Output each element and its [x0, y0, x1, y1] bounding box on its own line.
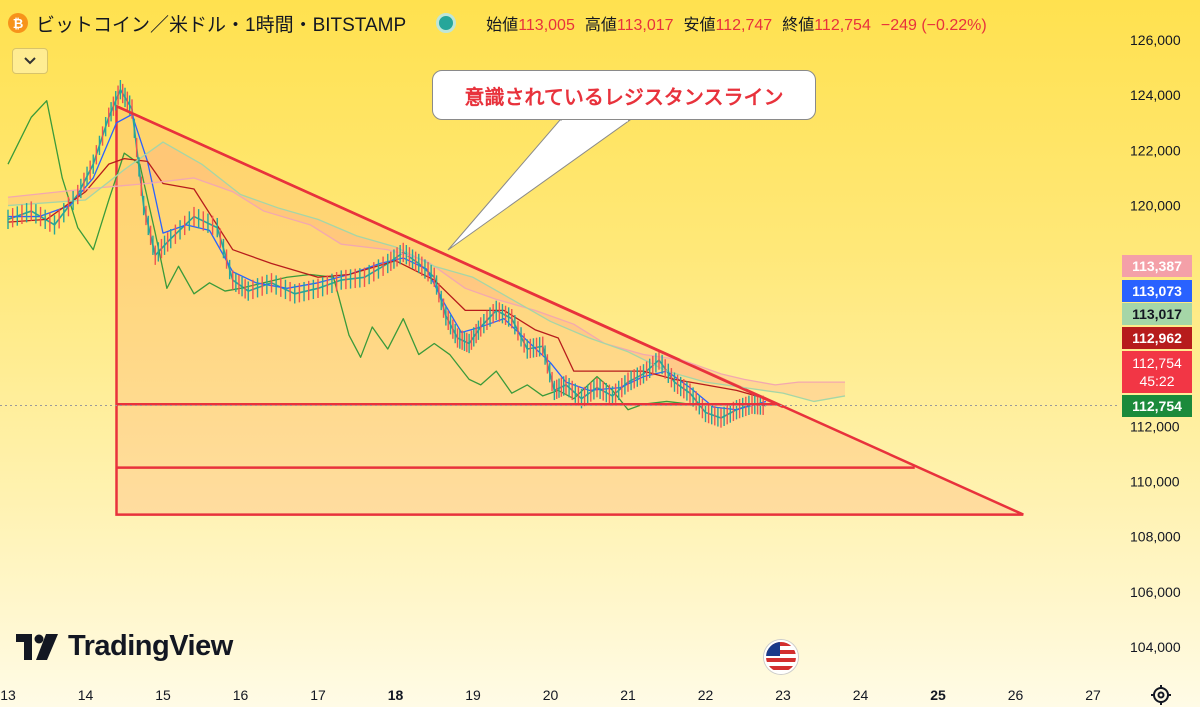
- x-tick-label: 24: [853, 687, 869, 703]
- y-tick-label: 120,000: [1130, 198, 1181, 214]
- y-tick-label: 124,000: [1130, 87, 1181, 103]
- x-tick-label: 18: [388, 687, 404, 703]
- x-tick-label: 21: [620, 687, 636, 703]
- price-tag-value: 113,387: [1132, 258, 1182, 274]
- logo-text: TradingView: [68, 630, 233, 662]
- market-status-icon: [436, 13, 457, 33]
- x-tick-label: 27: [1085, 687, 1101, 703]
- us-flag-icon[interactable]: [764, 640, 798, 674]
- resistance-line: [115, 105, 784, 409]
- price-tag: 112,962: [1122, 327, 1192, 349]
- price-tag: 112,754: [1122, 395, 1192, 417]
- x-tick-label: 14: [78, 687, 94, 703]
- gear-icon[interactable]: [1150, 684, 1172, 706]
- price-tag-value: 112,754: [1132, 355, 1182, 371]
- x-tick-label: 23: [775, 687, 791, 703]
- low-value: 112,747: [715, 17, 773, 34]
- y-tick-label: 122,000: [1130, 142, 1181, 158]
- x-tick-label: 22: [698, 687, 714, 703]
- series-span_b: [7, 141, 846, 403]
- close-label: 終値: [782, 17, 815, 34]
- price-tag: 113,073: [1122, 280, 1192, 302]
- series-span_a: [7, 177, 845, 386]
- tradingview-logo: TradingView: [16, 630, 233, 663]
- x-tick-label: 26: [1008, 687, 1024, 703]
- ohlc-values: 始値113,005 高値113,017 安値112,747 終値112,754 −249…: [486, 11, 997, 35]
- y-tick-label: 106,000: [1130, 584, 1181, 600]
- y-tick-label: 108,000: [1130, 529, 1181, 545]
- x-tick-label: 19: [465, 687, 481, 703]
- high-label: 高値: [584, 17, 617, 34]
- tradingview-logo-icon: [16, 633, 58, 660]
- bitcoin-icon: ₿: [8, 13, 28, 33]
- price-tag-countdown: 45:22: [1139, 373, 1175, 389]
- y-tick-label: 104,000: [1130, 639, 1181, 655]
- price-tag: 113,017: [1122, 303, 1192, 325]
- x-tick-label: 20: [543, 687, 559, 703]
- high-value: 113,017: [616, 17, 674, 34]
- y-tick-label: 126,000: [1130, 32, 1181, 48]
- price-tag-value: 113,073: [1132, 283, 1182, 299]
- chevron-down-icon: [24, 57, 36, 65]
- open-label: 始値: [486, 17, 519, 34]
- callout-pointer: [447, 119, 632, 251]
- symbol-title[interactable]: ビットコイン／米ドル・1時間・BITSTAMP: [36, 14, 407, 36]
- y-tick-label: 110,000: [1130, 473, 1180, 489]
- price-tag: 113,387: [1122, 255, 1192, 277]
- price-tag: 112,754 45:22: [1122, 351, 1192, 393]
- price-tag-value: 112,962: [1132, 330, 1182, 346]
- x-tick-label: 13: [0, 687, 16, 703]
- change-value: −249 (−0.22%): [880, 17, 987, 34]
- x-tick-label: 15: [155, 687, 171, 703]
- x-tick-label: 17: [310, 687, 326, 703]
- collapse-legend-button[interactable]: [12, 48, 48, 74]
- price-tag-value: 112,754: [1132, 398, 1182, 414]
- price-tag-value: 113,017: [1132, 306, 1182, 322]
- y-tick-label: 112,000: [1130, 418, 1180, 434]
- x-tick-label: 16: [233, 687, 249, 703]
- low-label: 安値: [683, 17, 716, 34]
- open-value: 113,005: [518, 17, 575, 34]
- chart-header: ₿ ビットコイン／米ドル・1時間・BITSTAMP 始値113,005 高値113…: [8, 6, 997, 40]
- close-value: 112,754: [814, 17, 871, 34]
- resistance-callout[interactable]: 意識されているレジスタンスライン: [432, 70, 816, 120]
- x-tick-label: 25: [930, 687, 946, 703]
